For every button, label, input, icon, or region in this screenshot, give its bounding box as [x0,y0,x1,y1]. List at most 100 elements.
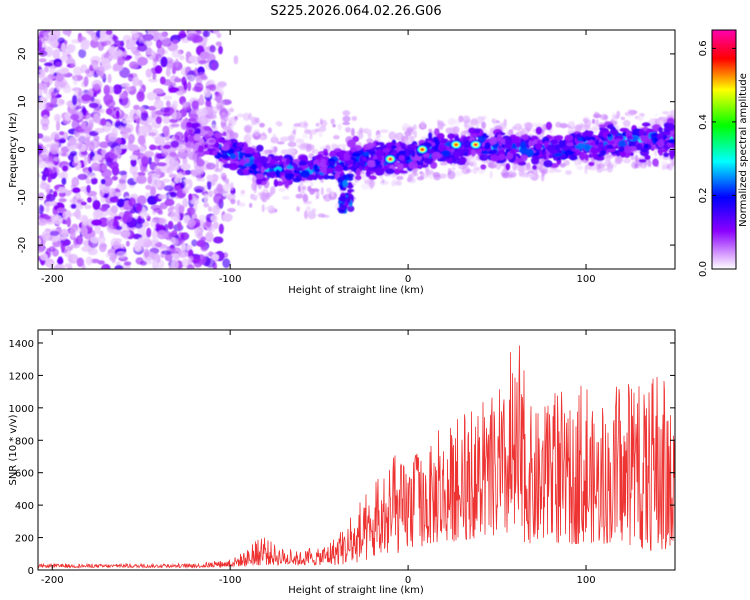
spectrogram-halo-cell [302,133,308,139]
spectrogram-noise-cell [38,161,48,169]
spectrogram-ridge-cell [238,160,247,165]
spectrogram-noise-cell [137,195,147,205]
spectrogram-halo-cell [454,170,463,177]
spectrogram-noise-cell [77,98,82,108]
spectrogram-noise-cell [60,243,66,251]
spectrogram-noise-cell [55,73,64,82]
spectrogram-ridge-cell [609,128,619,136]
spectrogram-ridge-cell [535,126,543,135]
snr-y-tick-label: 600 [15,469,34,480]
spectrogram-noise-cell [222,258,231,269]
spectrogram-ridge-cell [562,145,569,151]
spectrogram-noise-cell [61,165,69,172]
spectrogram-halo-cell [220,114,224,120]
spectrogram-noise-cell [178,250,188,258]
spectrogram-noise-cell [101,263,111,269]
spectrogram-halo-cell [553,169,562,173]
spectrogram-noise-cell [113,145,122,156]
spectrogram-ridge-cell [618,140,627,148]
spectrogram-noise-cell [51,91,56,99]
spectrogram-noise-cell [93,113,101,124]
spectrogram-halo-cell [253,194,258,199]
spectrogram-halo-cell [208,110,217,119]
spectrogram-noise-cell [143,248,150,258]
spectrogram-halo-cell [518,170,526,177]
snr-x-label: Height of straight line (km) [288,585,424,596]
spectrogram-halo-cell [584,125,591,130]
spectrogram-ridge-cell [203,126,211,131]
colorbar-tick-label: 0.6 [698,40,709,56]
spectrogram-noise-cell [39,182,51,190]
spectrogram-ridge-cell [275,169,281,178]
spectrogram-noise-cell [81,105,86,115]
spectrogram-ridge-cell [366,142,375,149]
spectrogram-noise-cell [140,260,147,266]
spectrogram-ridge-cell [598,124,607,128]
colorbar-label: Normalized spectral amplitude [738,73,749,227]
spectrogram-noise-cell [186,264,195,269]
spectrogram-halo-cell [342,121,351,126]
spectrogram-noise-cell [158,194,168,200]
spectrogram-noise-cell [41,123,49,131]
spectrogram-ridge-cell [413,155,423,161]
spectrogram-noise-cell [63,248,71,258]
spectrogram-noise-cell [118,125,125,131]
spectrogram-noise-cell [136,91,145,102]
spectrogram-noise-cell [147,155,152,165]
spectrogram-noise-cell [188,193,193,201]
spectrogram-halo-cell [595,119,600,126]
spectrogram-y-axis: -20 -10 0 10 20 [17,48,675,253]
spectrogram-noise-cell [170,210,181,222]
colorbar-tick-label: 0.2 [698,188,709,204]
spectrogram-noise-cell [171,259,179,269]
spectrogram-noise-cell [145,184,152,190]
spectrogram-noise-cell [98,242,107,253]
spectrogram-noise-cell [128,197,136,207]
spectrogram-halo-cell [433,174,441,181]
spectrogram-noise-cell [140,112,149,121]
spectrogram-noise-cell [159,76,166,85]
spectrogram-ridge-cell [453,151,461,159]
spectrogram-noise-cell [133,110,141,119]
spectrogram-ridge-cell [323,151,329,157]
spectrogram-ridge-cell [550,139,559,145]
spectrogram-noise-cell [203,202,210,208]
spectrogram-noise-cell [60,229,68,241]
spectrogram-halo-cell [615,156,623,165]
spectrogram-noise-cell [136,172,146,177]
spectrogram-noise-cell [112,84,122,95]
spectrogram-ridge-cell [346,139,356,148]
spectrogram-halo-cell [277,141,285,145]
spectrogram-ridge-cell [447,133,456,140]
spectrogram-noise-cell [44,76,53,86]
spectrogram-noise-cell [177,145,186,153]
spectrogram-halo-cell [608,161,613,168]
spectrogram-halo-cell [234,134,239,139]
spectrogram-halo-cell [270,186,276,195]
spectrogram-ridge-cell [255,173,265,180]
spectrogram-ridge-cell [658,151,663,156]
spectrogram-noise-cell [38,39,43,51]
spectrogram-noise-cell [187,219,196,228]
spectrogram-ridge-cell [437,158,447,162]
spectrogram-noise-cell [142,33,154,42]
spectrogram-noise-cell [158,32,168,40]
spectrogram-noise-cell [68,136,77,146]
spectrogram-ridge-cell [638,159,647,163]
spectrogram-noise-cell [61,152,67,157]
spectrogram-ridge-cell [251,163,258,170]
spectrogram-noise-cell [70,203,77,209]
spectrogram-noise-cell [93,92,97,97]
spectrogram-noise-cell [124,123,134,133]
spectrogram-noise-cell [125,240,130,247]
spectrogram-ridge-cell [431,151,442,160]
spectrogram-halo-cell [597,163,606,169]
spectrogram-halo-cell [666,163,674,171]
spectrogram-noise-cell [56,207,67,213]
spectrogram-noise-cell [77,199,83,204]
spectrogram-noise-cell [191,100,199,110]
spectrogram-noise-cell [174,58,179,68]
spectrogram-halo-cell [333,135,340,140]
spectrogram-noise-cell [103,84,111,96]
spectrogram-ridge-cell [214,132,223,139]
